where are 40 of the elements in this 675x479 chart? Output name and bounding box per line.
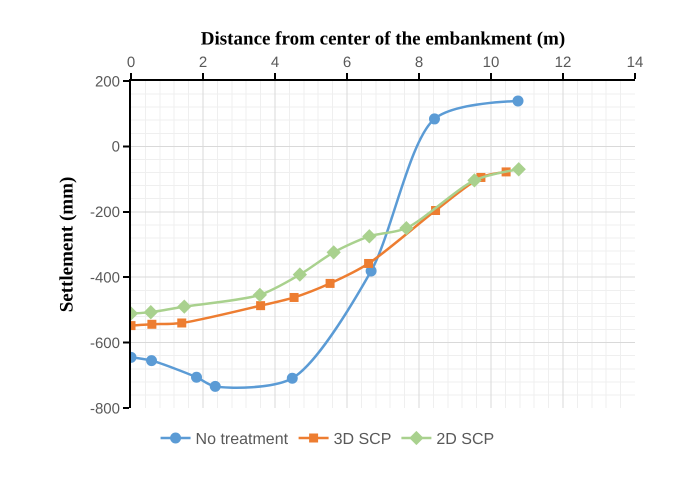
point [326, 245, 341, 260]
point [177, 299, 192, 314]
point [290, 292, 299, 302]
x-tick-label: 8 [414, 54, 424, 71]
y-tick-label: 0 [112, 138, 120, 156]
point [326, 278, 335, 288]
x-tick-label: 6 [342, 54, 352, 71]
point [467, 173, 482, 188]
y-axis-title: Settlement (mm) [56, 176, 78, 312]
y-tick-label: -400 [90, 269, 120, 286]
point [286, 372, 298, 384]
y-tick-label: -600 [90, 334, 120, 352]
y-tick-label: 200 [94, 73, 120, 90]
point [146, 355, 158, 366]
point [292, 267, 307, 282]
legend-label: 3D SCP [334, 431, 392, 448]
point [177, 318, 186, 328]
legend-label: No treatment [196, 431, 289, 448]
y-tick-label: -200 [90, 204, 120, 222]
legend-label: 2D SCP [436, 431, 494, 448]
point [512, 162, 526, 176]
point [428, 113, 440, 124]
point [399, 221, 414, 236]
point [144, 305, 158, 320]
x-tick-label: 14 [626, 54, 644, 71]
point [362, 229, 376, 244]
point [191, 372, 202, 383]
x-axis-title: Distance from center of the embankment (m) [200, 28, 566, 50]
x-tick-label: 2 [198, 54, 208, 71]
point [512, 95, 524, 106]
point [364, 258, 374, 268]
x-tick-label: 10 [482, 54, 500, 71]
point [252, 288, 268, 302]
y-tick-label: -800 [90, 400, 120, 418]
x-tick-label: 12 [554, 54, 572, 71]
x-tick-label: 4 [270, 54, 280, 71]
point [256, 301, 266, 310]
point [147, 320, 156, 329]
x-tick-label: 0 [126, 54, 136, 71]
point [210, 380, 221, 392]
